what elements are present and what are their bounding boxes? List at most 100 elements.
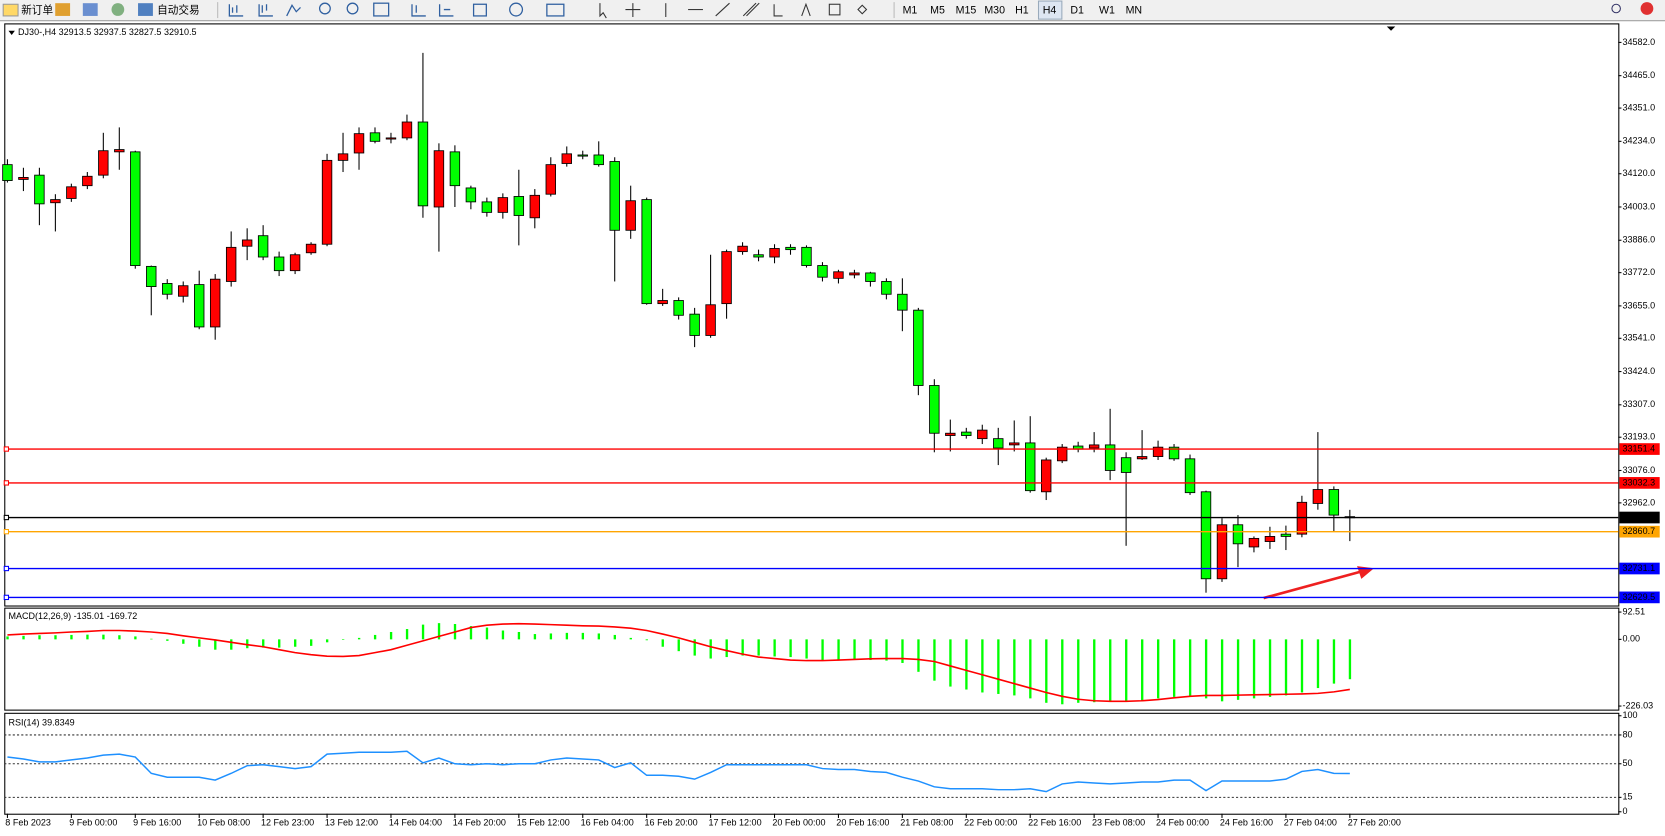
icon[interactable] (286, 4, 301, 17)
macd-histogram-bar (629, 637, 632, 640)
macd-histogram-bar (70, 634, 73, 640)
candle-body (833, 271, 844, 279)
icon[interactable] (472, 3, 487, 17)
macd-histogram-bar (1284, 639, 1288, 696)
button-label[interactable]: 自动交易 (157, 3, 199, 16)
candle-body (945, 432, 956, 436)
icon[interactable] (509, 2, 524, 17)
icon[interactable] (2, 3, 19, 17)
macd-value: -135.01 (74, 612, 105, 622)
timeframe-button[interactable]: M5 (930, 4, 945, 16)
candle-body (417, 121, 429, 207)
macd-histogram-bar (1172, 639, 1176, 697)
icon[interactable] (438, 4, 454, 17)
candle-body (849, 272, 860, 276)
timeframe-button[interactable]: M15 (956, 4, 977, 16)
macd-histogram-bar (677, 639, 680, 652)
y-tick-label: 33541.0 (1623, 333, 1656, 343)
macd-histogram-bar (693, 639, 696, 656)
y-tick-label: 34120.0 (1623, 168, 1656, 178)
shift-marker (1386, 26, 1396, 31)
candle-body (1104, 444, 1116, 471)
notification-icon[interactable] (1640, 2, 1654, 15)
macd-histogram-bar (1204, 639, 1208, 699)
search-icon[interactable] (1611, 3, 1621, 14)
toolbar: 新订单 自动交易 (0, 0, 1665, 22)
level-anchor (3, 529, 10, 535)
timeframe-button[interactable]: W1 (1099, 4, 1115, 16)
timeframe-button[interactable]: D1 (1070, 4, 1084, 16)
candle-body (34, 174, 45, 205)
icon[interactable] (346, 2, 359, 15)
candle-body (1280, 533, 1292, 537)
x-tick-label: 20 Feb 00:00 (772, 818, 825, 828)
signal-value: -169.72 (107, 612, 138, 622)
level-anchor (3, 446, 10, 452)
icon[interactable] (599, 3, 607, 19)
icon[interactable] (82, 3, 98, 16)
macd-histogram-bar (405, 629, 409, 640)
icon[interactable] (318, 2, 331, 15)
candle-body (769, 248, 780, 258)
level-label-bg (1619, 525, 1660, 538)
icon[interactable] (773, 4, 783, 17)
macd-histogram-bar (949, 639, 952, 687)
timeframe-button[interactable]: M30 (984, 4, 1005, 16)
macd-histogram-bar (373, 634, 377, 640)
icon[interactable] (801, 2, 811, 17)
macd-histogram-bar (1029, 639, 1032, 699)
icon[interactable] (625, 3, 641, 17)
macd-histogram-bar (1268, 639, 1272, 697)
icon[interactable] (857, 4, 868, 15)
timeframe-button[interactable]: MN (1126, 4, 1142, 16)
macd-histogram-bar (166, 639, 169, 641)
y-tick-label: 34003.0 (1623, 201, 1656, 211)
x-tick-label: 24 Feb 00:00 (1156, 818, 1209, 828)
timeframe-button[interactable]: H4 (1043, 4, 1057, 16)
candle-body (178, 285, 189, 297)
icon[interactable] (742, 2, 760, 17)
button-label[interactable]: 新订单 (21, 3, 53, 16)
candle-body (465, 187, 477, 203)
low: 32827.5 (129, 27, 162, 37)
icon[interactable] (228, 4, 244, 17)
timeframe-button[interactable]: H1 (1015, 4, 1029, 16)
x-tick-label: 16 Feb 20:00 (645, 818, 698, 828)
macd-histogram-bar (885, 639, 888, 661)
candle-body (801, 246, 812, 266)
candle-body (641, 199, 652, 305)
candle-body (737, 245, 748, 253)
macd-histogram-bar (1045, 639, 1048, 703)
icon[interactable] (373, 2, 390, 17)
high: 32937.5 (94, 27, 127, 37)
candle-body (273, 256, 285, 272)
macd-histogram-bar (1077, 639, 1080, 703)
candle-body (881, 281, 892, 295)
arrow-head (1357, 566, 1375, 579)
macd-histogram-bar (134, 636, 137, 640)
macd-histogram-bar (1013, 639, 1016, 696)
macd-histogram-bar (38, 635, 41, 640)
icon[interactable] (258, 4, 273, 17)
macd-histogram-bar (437, 623, 441, 640)
icon[interactable] (138, 3, 153, 16)
header-arrow (8, 30, 15, 36)
candle-body (545, 164, 556, 195)
candle-body (1296, 501, 1308, 535)
timeframe-button[interactable]: M1 (903, 4, 918, 16)
open: 32913.5 (59, 27, 92, 37)
symbol: DJ30-,H4 (18, 27, 56, 37)
icon[interactable] (828, 3, 841, 16)
rsi-value: 39.8349 (42, 718, 75, 728)
icon[interactable] (546, 3, 565, 17)
macd-histogram-bar (789, 639, 792, 658)
icon[interactable] (55, 3, 71, 16)
icon[interactable] (411, 4, 426, 17)
candle-body (753, 254, 764, 258)
icon[interactable] (111, 3, 125, 16)
candle-body (657, 300, 668, 305)
candle-body (577, 154, 588, 157)
icon[interactable] (715, 2, 730, 17)
y-tick-label: 33886.0 (1623, 235, 1656, 245)
